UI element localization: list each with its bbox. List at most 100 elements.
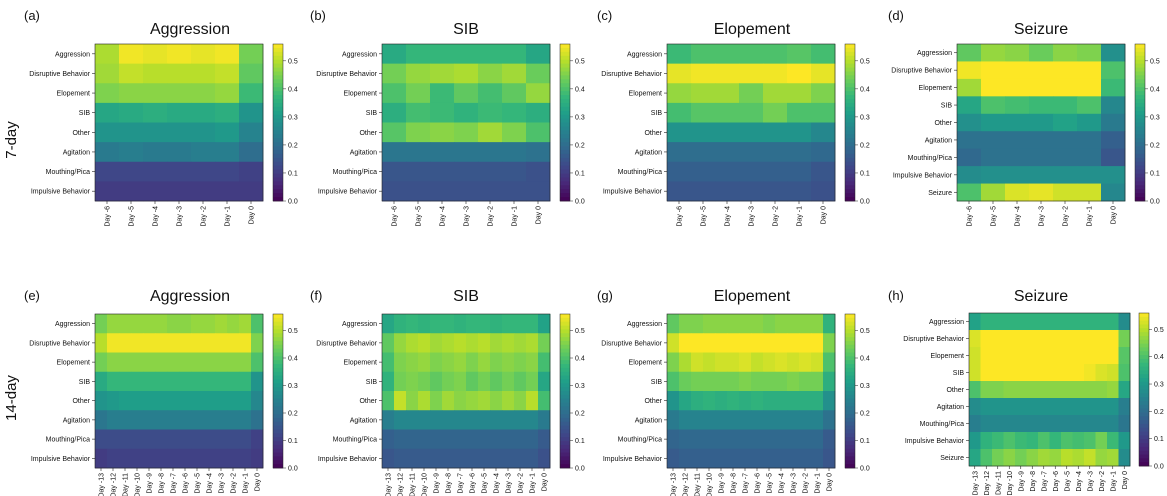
y-tick-label: SIB	[79, 379, 91, 386]
colorbar-segment	[273, 444, 283, 450]
heatmap-cell	[763, 410, 776, 430]
colorbar-segment	[560, 352, 570, 357]
heatmap-cell	[1005, 183, 1030, 202]
heatmap-cell	[980, 364, 993, 382]
colorbar-segment	[1139, 404, 1149, 410]
heatmap-cell	[382, 102, 407, 123]
colorbar-segment	[1135, 169, 1145, 174]
colorbar-segment	[560, 44, 570, 49]
heatmap-cell	[739, 391, 752, 411]
heatmap-cell	[191, 63, 216, 84]
heatmap-cell	[454, 122, 479, 143]
colorbar-segment	[1135, 75, 1145, 80]
colorbar-segment	[845, 138, 855, 143]
heatmap-cell	[430, 161, 455, 182]
heatmap-cell	[442, 333, 455, 353]
heatmap-cell	[691, 352, 704, 373]
heatmap-cell	[799, 333, 812, 353]
colorbar-segment	[845, 98, 855, 104]
colorbar-segment	[560, 165, 570, 171]
x-tick-label: Day -4	[153, 206, 160, 227]
heatmap-cell	[167, 63, 192, 84]
heatmap-cell	[418, 429, 431, 450]
heatmap-cell	[454, 102, 479, 123]
heatmap-cell	[95, 142, 120, 163]
x-tick-label: Day -6	[755, 473, 762, 494]
colorbar-segment	[560, 333, 570, 338]
heatmap-cell	[95, 102, 120, 123]
colorbar-segment	[273, 44, 283, 49]
heatmap-cell	[1101, 61, 1126, 80]
heatmap-cell	[969, 432, 981, 450]
colorbar-segment	[845, 146, 855, 151]
heatmap-cell	[811, 83, 836, 104]
plot-frame	[381, 313, 551, 469]
heatmap-cell	[167, 142, 192, 163]
y-tick-label: Impulsive Behavior	[893, 172, 953, 179]
heatmap-cell	[787, 410, 800, 430]
heatmap-cell	[1005, 78, 1030, 97]
y-tick-label: Impulsive Behavior	[603, 456, 663, 463]
y-tick-label: Impulsive Behavior	[31, 456, 91, 463]
x-tick-label: Day -8	[731, 473, 738, 494]
x-tick-label: Day 0	[255, 473, 262, 491]
heatmap-cell	[406, 63, 431, 84]
heatmap-cell	[502, 122, 527, 143]
heatmap-cell	[787, 333, 800, 353]
y-tick-label: Agitation	[350, 417, 377, 424]
y-tick-label: Impulsive Behavior	[905, 438, 965, 445]
colorbar-segment	[273, 417, 283, 423]
heatmap-cell	[143, 102, 168, 123]
heatmap-cell	[1107, 347, 1119, 365]
x-tick-label: Day -2	[1063, 206, 1070, 227]
y-tick-label: Seizure	[940, 455, 964, 462]
y-tick-label: Mouthing/Pica	[46, 437, 90, 444]
heatmap-cell	[430, 352, 443, 373]
heatmap-cell	[1084, 449, 1096, 467]
heatmap-cell	[1049, 364, 1062, 382]
heatmap-cell	[811, 122, 836, 143]
colorbar-segment	[560, 146, 570, 151]
heatmap-cell	[478, 102, 503, 123]
heatmap-cell	[514, 429, 527, 450]
colorbar-tick-label: 0.0	[575, 199, 585, 206]
heatmap-cell	[969, 398, 981, 416]
heatmap-cell	[95, 83, 120, 104]
heatmap-cell	[1061, 398, 1073, 416]
heatmap-cell	[203, 371, 216, 392]
colorbar-segment	[273, 387, 283, 392]
heatmap-cell	[478, 161, 503, 182]
heatmap-cell	[1003, 364, 1016, 382]
heatmap-cell	[980, 381, 993, 399]
colorbar-segment	[560, 394, 570, 400]
colorbar-segment	[845, 193, 855, 198]
heatmap-cell	[490, 314, 503, 334]
heatmap-cell	[739, 83, 764, 104]
heatmap-cell	[215, 83, 240, 104]
colorbar-tick-label: 0.5	[575, 328, 585, 335]
heatmap-cell	[191, 161, 216, 182]
heatmap-cell	[1038, 364, 1050, 382]
heatmap-cell	[143, 352, 156, 373]
heatmap-cell	[1026, 381, 1039, 399]
colorbar-segment	[273, 410, 283, 415]
heatmap-cell	[502, 448, 515, 469]
heatmap-cell	[992, 449, 1004, 467]
heatmap-cell	[992, 313, 1004, 331]
x-tick-label: Day -1	[243, 473, 250, 494]
heatmap-cell	[1077, 183, 1102, 202]
colorbar-segment	[560, 337, 570, 342]
x-tick-label: Day -13	[386, 473, 393, 496]
heatmap-cell	[179, 333, 192, 353]
heatmap-cell	[981, 44, 1006, 62]
heatmap-cell	[1053, 96, 1078, 115]
panel-f: (f) SIB Aggression Disruptive Behavior Elope…	[310, 288, 585, 496]
x-tick-label: Day -5	[1064, 471, 1071, 492]
heatmap-cell	[727, 314, 740, 334]
heatmap-cell	[1084, 364, 1096, 382]
heatmap-cell	[167, 352, 180, 373]
x-tick-label: Day -1	[815, 473, 822, 494]
heatmap-cell	[394, 371, 407, 392]
colorbar-segment	[273, 414, 283, 419]
colorbar-segment	[1139, 462, 1149, 467]
